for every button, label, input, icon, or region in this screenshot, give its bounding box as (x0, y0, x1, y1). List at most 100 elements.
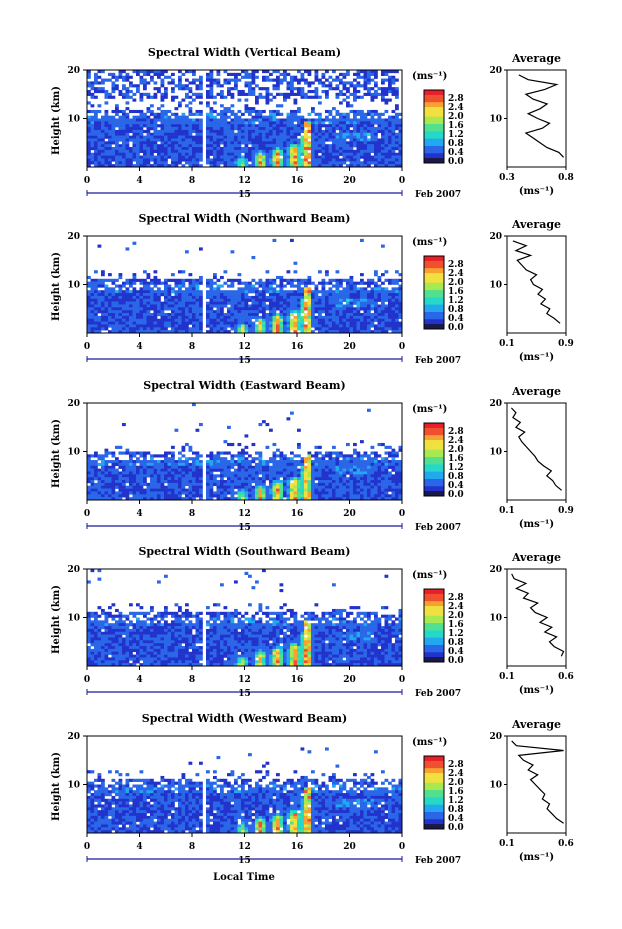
heatmap-cell (227, 324, 231, 328)
heatmap-cell (111, 304, 116, 308)
heatmap-cell (111, 451, 116, 455)
heatmap-cell (311, 95, 315, 99)
heatmap-cell (213, 101, 217, 105)
heatmap-cell (251, 118, 256, 122)
heatmap-cell (118, 109, 123, 114)
heatmap-cell (206, 138, 210, 142)
heatmap-cell (279, 124, 284, 128)
heatmap-cell (398, 295, 403, 300)
heatmap-cell (269, 129, 273, 134)
heatmap-cell (388, 78, 392, 82)
heatmap-cell (255, 138, 259, 142)
heatmap-cell (304, 278, 308, 282)
heatmap-cell (377, 164, 382, 168)
heatmap-cell (325, 152, 329, 156)
heatmap-cell (185, 442, 189, 447)
heatmap-cell (290, 491, 294, 495)
heatmap-cell (300, 457, 305, 461)
heatmap-cell (279, 315, 284, 320)
heatmap-cell (157, 118, 161, 122)
heatmap-cell (241, 327, 245, 331)
heatmap-cell (363, 87, 368, 91)
heatmap-cell (332, 107, 336, 111)
heatmap-cell (122, 149, 126, 154)
heatmap-cell (115, 462, 119, 467)
heatmap-cell (129, 124, 133, 128)
heatmap-cell (286, 313, 291, 317)
heatmap-cell (377, 298, 382, 302)
heatmap-cell (192, 127, 196, 131)
heatmap-cell (90, 118, 95, 122)
heatmap-cell (234, 468, 238, 472)
heatmap-cell (213, 273, 217, 277)
heatmap-cell (122, 84, 126, 88)
heatmap-cell (356, 70, 361, 74)
heatmap-cell (216, 290, 221, 294)
heatmap-cell (258, 121, 263, 125)
heatmap-cell (195, 474, 200, 478)
heatmap-cell (297, 144, 301, 148)
heatmap-cell (255, 112, 259, 116)
heatmap-cell (356, 281, 361, 285)
heatmap-cell (328, 135, 333, 139)
heatmap-cell (293, 468, 298, 472)
heatmap-cell (276, 293, 280, 297)
heatmap-cell (276, 81, 280, 85)
heatmap-cell (269, 158, 273, 162)
heatmap-cell (195, 92, 200, 96)
heatmap-cell (90, 124, 95, 128)
heatmap-cell (153, 494, 158, 498)
heatmap-cell (150, 152, 154, 156)
heatmap-cell (125, 471, 130, 475)
heatmap-cell (269, 327, 273, 331)
heatmap-cell (349, 310, 354, 314)
heatmap-cell (97, 164, 102, 168)
heatmap-cell (335, 327, 340, 331)
heatmap-cell (283, 129, 287, 134)
heatmap-cell (94, 81, 98, 85)
heatmap-cell (178, 310, 182, 314)
heatmap-cell (104, 127, 109, 131)
heatmap-cell (262, 70, 266, 74)
heatmap-cell (129, 161, 133, 165)
heatmap-cell (150, 462, 154, 467)
heatmap-cell (227, 81, 231, 85)
heatmap-cell (258, 127, 263, 131)
heatmap-cell (265, 460, 270, 464)
heatmap-cell (157, 497, 161, 501)
heatmap-cell (297, 124, 301, 128)
heatmap-cell (314, 321, 319, 325)
heatmap-cell (115, 304, 119, 308)
heatmap-cell (115, 284, 119, 288)
heatmap-cell (129, 281, 133, 285)
heatmap-cell (279, 485, 284, 489)
heatmap-cell (311, 485, 315, 489)
heatmap-cell (241, 112, 245, 116)
heatmap-cell (199, 310, 203, 314)
heatmap-cell (101, 293, 105, 297)
heatmap-cell (325, 298, 329, 302)
heatmap-cell (381, 152, 385, 156)
heatmap-cell (227, 425, 231, 429)
heatmap-cell (353, 161, 357, 165)
heatmap-cell (150, 109, 154, 114)
heatmap-cell (244, 144, 249, 148)
heatmap-cell (262, 75, 266, 79)
heatmap-cell (388, 310, 392, 314)
heatmap-cell (244, 465, 249, 469)
heatmap-cell (370, 141, 375, 145)
heatmap-cell (290, 488, 294, 492)
heatmap-cell (251, 109, 256, 114)
heatmap-cell (174, 295, 179, 300)
colorbar-segment (424, 133, 444, 137)
heatmap-cell (262, 87, 266, 91)
heatmap-cell (293, 491, 298, 495)
heatmap-cell (384, 158, 389, 162)
heatmap-cell (206, 497, 210, 501)
heatmap-cell (237, 92, 242, 96)
heatmap-cell (87, 152, 91, 156)
heatmap-cell (318, 155, 322, 159)
heatmap-cell (374, 138, 378, 142)
heatmap-cell (381, 138, 385, 142)
heatmap-cell (304, 92, 308, 96)
